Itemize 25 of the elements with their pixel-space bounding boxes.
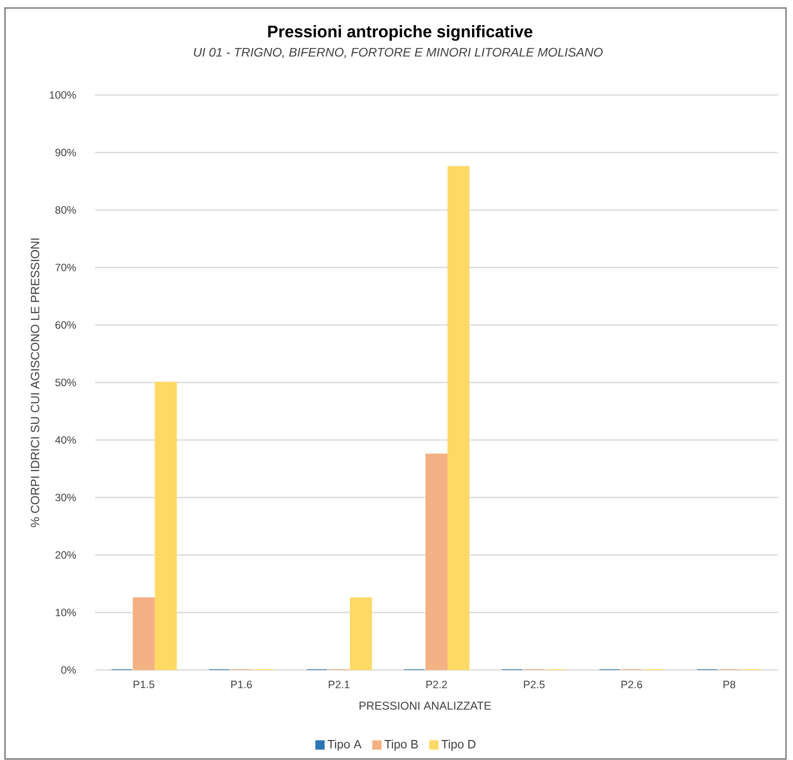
x-tick-label: P1.5	[134, 680, 154, 688]
legend-label: Tipo D	[441, 740, 476, 751]
x-tick-label: P1.6	[231, 680, 252, 688]
chart-subtitle: UI 01 - TRIGNO, BIFERNO, FORTORE E MINORI LITORALE MOLISANO	[194, 48, 603, 58]
legend-label: Tipo A	[328, 740, 362, 751]
y-tick-label: 60%	[55, 321, 76, 329]
x-axis-title: PRESSIONI ANALIZZATE	[360, 702, 491, 710]
y-tick-label: 0%	[61, 666, 76, 674]
x-tick-label: P2.6	[622, 680, 642, 688]
y-tick-label: 100%	[50, 91, 76, 99]
y-tick-label: 30%	[55, 494, 76, 502]
y-tick-label: 50%	[55, 378, 76, 386]
x-tick-label: P2.1	[328, 680, 350, 688]
y-tick-label: 40%	[55, 436, 76, 444]
y-tick-label: 80%	[55, 206, 76, 214]
x-tick-label: P2.2	[426, 680, 447, 688]
y-tick-label: 20%	[55, 551, 76, 559]
y-axis-title: % CORPI IDRICI SU CUI AGISCONO LE PRESSIONI	[30, 238, 40, 528]
y-tick-label: 10%	[56, 608, 76, 616]
x-tick-label: P8	[724, 680, 736, 688]
legend-label: Tipo B	[384, 740, 418, 751]
y-tick-label: 70%	[55, 264, 76, 272]
chart-title: Pressioni antropiche significative	[268, 25, 532, 41]
y-tick-label: 90%	[55, 148, 76, 156]
x-tick-label: P2.5	[524, 680, 545, 688]
